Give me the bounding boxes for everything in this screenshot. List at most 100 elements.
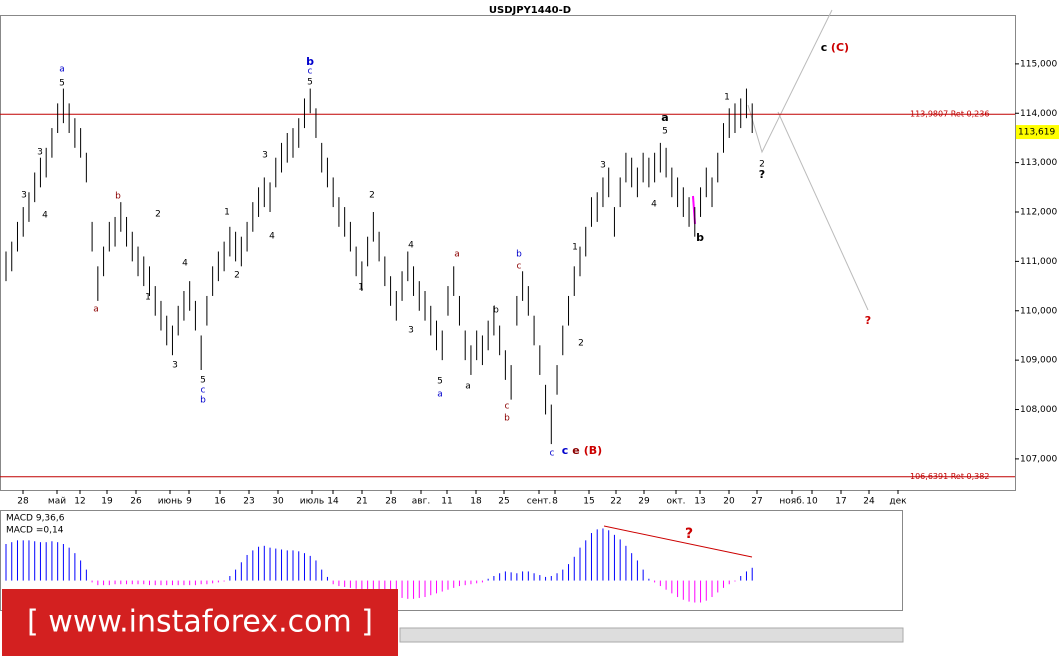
x-tick-label: 9 — [186, 497, 192, 507]
wave-label: 2 — [369, 191, 375, 201]
x-tick-label: 18 — [470, 497, 482, 507]
wave-label: 3 — [172, 361, 178, 371]
x-tick-label: 22 — [610, 497, 621, 507]
wave-label: 4 — [408, 241, 414, 251]
wave-label: 3 — [21, 191, 27, 201]
x-tick-label: 24 — [863, 497, 875, 507]
y-tick-label: 114,000 — [1020, 109, 1057, 119]
wave-label: c — [821, 41, 828, 54]
wave-label: a — [454, 250, 460, 260]
y-tick-label: 110,000 — [1020, 306, 1057, 316]
wave-label: 5 — [59, 79, 65, 89]
wave-label: 2 — [578, 339, 584, 349]
wave-label: 2 — [155, 210, 161, 220]
x-tick-label: 15 — [583, 497, 594, 507]
x-tick-label: 14 — [327, 497, 339, 507]
x-tick-label: 25 — [498, 497, 509, 507]
wave-label: (C) — [831, 41, 849, 54]
x-tick-label: 21 — [356, 497, 367, 507]
x-tick-label: 11 — [441, 497, 452, 507]
divergence-mark: ? — [685, 526, 693, 542]
wave-label: c — [308, 67, 313, 77]
wave-label: 1 — [572, 243, 578, 253]
wave-label: b — [306, 55, 314, 68]
y-tick-label: 107,000 — [1020, 454, 1057, 464]
x-tick-label: дек — [889, 497, 907, 507]
x-tick-label: 27 — [751, 497, 762, 507]
wave-label: 3 — [262, 151, 268, 161]
wave-label: e — [572, 444, 579, 457]
wave-label: b — [115, 192, 121, 202]
wave-label: 3 — [408, 326, 414, 336]
x-tick-label: нояб. — [779, 497, 804, 507]
logo-box — [2, 589, 398, 656]
wave-label: a — [437, 390, 443, 400]
current-price-label: 113,619 — [1018, 128, 1055, 138]
wave-label: 4 — [182, 259, 188, 269]
y-tick-label: 109,000 — [1020, 356, 1057, 366]
wave-label: (B) — [584, 444, 602, 457]
x-tick-label: 26 — [130, 497, 142, 507]
wave-label: ? — [759, 168, 765, 181]
wave-label: c — [505, 402, 510, 412]
wave-label: 1 — [145, 293, 151, 303]
x-tick-label: 20 — [723, 497, 735, 507]
wave-label: a — [465, 382, 471, 392]
x-tick-label: 16 — [214, 497, 226, 507]
x-tick-label: 28 — [17, 497, 29, 507]
current-price-box — [1016, 125, 1059, 140]
wave-label: 2 — [759, 160, 765, 170]
x-tick-label: июнь — [158, 497, 183, 507]
wave-label: a — [93, 305, 99, 315]
wave-label: 1 — [224, 208, 230, 218]
x-tick-label: 17 — [835, 497, 846, 507]
wave-label: c — [517, 262, 522, 272]
x-tick-label: 13 — [694, 497, 705, 507]
wave-label: 5 — [307, 78, 313, 88]
wave-label: b — [696, 231, 704, 244]
wave-label: 5 — [662, 127, 668, 137]
x-tick-label: 19 — [101, 497, 113, 507]
divergence-line — [603, 525, 753, 558]
wave-label: b — [200, 396, 206, 406]
y-tick-label: 113,000 — [1020, 158, 1057, 168]
wave-label: c — [562, 444, 569, 457]
macd-label: MACD 9,36,6 — [6, 514, 65, 524]
wave-label: b — [516, 250, 522, 260]
wave-label: 3 — [600, 161, 606, 171]
wave-label: c — [550, 449, 555, 459]
y-tick-label: 108,000 — [1020, 405, 1057, 415]
y-tick-label: 112,000 — [1020, 208, 1057, 218]
y-tick-label: 115,000 — [1020, 59, 1057, 69]
macd-value: MACD =0,14 — [6, 526, 64, 536]
x-tick-label: 23 — [243, 497, 254, 507]
level-label: 106,6391 Ret 0,382 — [910, 472, 989, 481]
wave-label: 1 — [358, 283, 364, 293]
chart-title: USDJPY1440-D — [489, 5, 571, 16]
wave-label: b — [493, 306, 499, 316]
x-tick-label: май — [48, 497, 66, 507]
wave-label: 1 — [724, 93, 730, 103]
wave-label: ? — [865, 314, 871, 327]
wave-label: 4 — [651, 200, 657, 210]
logo-text: [ www.instaforex.com ] — [27, 605, 373, 640]
wave-label: 4 — [42, 211, 48, 221]
projection-down — [777, 111, 869, 311]
x-tick-label: 12 — [74, 497, 85, 507]
x-tick-label: 28 — [385, 497, 397, 507]
x-tick-label: 29 — [638, 497, 650, 507]
level-label: 113,9807 Ret 0,236 — [910, 110, 989, 119]
x-tick-label: 8 — [552, 497, 558, 507]
y-tick-label: 111,000 — [1020, 257, 1057, 267]
x-tick-label: сент. — [527, 497, 551, 507]
scroll-strip — [399, 627, 904, 643]
wave-label: c — [201, 386, 206, 396]
wave-label: b — [504, 414, 510, 424]
wave-label: 3 — [37, 148, 43, 158]
x-tick-label: авг. — [412, 497, 430, 507]
wave-label: 5 — [437, 377, 443, 387]
macd-frame — [0, 510, 903, 611]
x-tick-label: окт. — [666, 497, 685, 507]
wave-label: a — [661, 111, 668, 124]
